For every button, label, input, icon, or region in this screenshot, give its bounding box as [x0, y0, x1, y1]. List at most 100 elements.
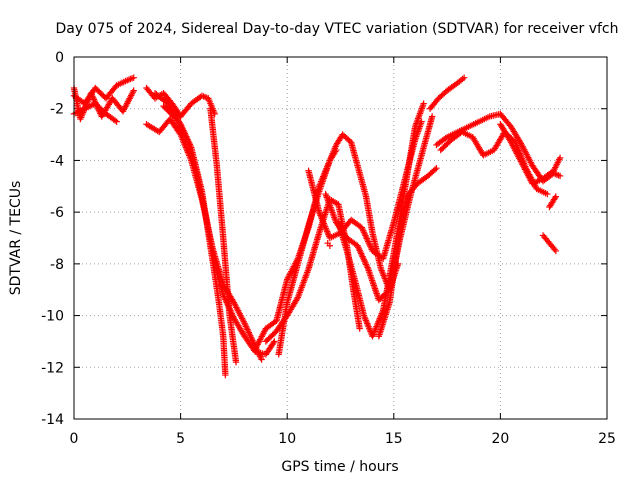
y-tick-label: -12: [41, 360, 64, 376]
data-point-sample: [356, 323, 363, 331]
series-arc-7: [160, 102, 278, 358]
data-point-sample: [495, 111, 502, 118]
data-point-sample: [294, 262, 301, 269]
data-point-sample: [411, 125, 419, 132]
x-axis-label: GPS time / hours: [281, 459, 398, 475]
y-tick-labels: 0 -2 -4 -6 -8 -10 -12 -14: [41, 50, 64, 428]
series-arc-11: [275, 131, 402, 358]
data-point-sample: [129, 89, 137, 96]
data-point-sample: [442, 135, 449, 142]
data-point-sample: [222, 370, 229, 377]
data-point-sample: [353, 160, 361, 168]
y-tick-label: -8: [50, 257, 64, 273]
x-tick-label: 25: [598, 431, 616, 447]
y-tick-label: -2: [50, 102, 64, 118]
y-tick-label: -14: [41, 412, 64, 428]
data-point-sample: [551, 194, 559, 202]
plot-frame: [73, 56, 608, 420]
series-arc-16: [426, 74, 468, 112]
data-point-sample: [111, 117, 119, 124]
x-tick-label: 0: [70, 431, 79, 447]
data-point-sample: [161, 98, 169, 105]
data-point-sample: [292, 297, 300, 304]
data-point-sample: [542, 189, 549, 197]
data-point-sample: [463, 124, 470, 131]
x-tick-label: 10: [278, 431, 296, 447]
data-points: [70, 74, 564, 379]
data-point-sample: [315, 189, 322, 197]
data-point-sample: [345, 219, 352, 226]
data-point-sample: [269, 341, 276, 348]
data-point-sample: [451, 81, 458, 89]
data-point-sample: [304, 267, 312, 274]
data-point-sample: [110, 116, 117, 123]
data-point-sample: [459, 75, 466, 83]
data-point-sample: [270, 330, 278, 337]
data-point-sample: [315, 231, 322, 238]
series-arc-21: [324, 239, 334, 249]
data-point-sample: [411, 183, 419, 190]
x-tick-label: 5: [176, 431, 185, 447]
data-point-sample: [419, 102, 427, 109]
data-point-sample: [122, 77, 129, 85]
data-point-sample: [128, 75, 136, 82]
data-point-sample: [362, 191, 369, 199]
series-arc-3: [70, 84, 137, 123]
data-point-sample: [430, 167, 437, 174]
data-point-sample: [351, 277, 359, 284]
x-tick-label: 15: [385, 431, 403, 447]
data-point-sample: [170, 113, 177, 120]
chart-title: Day 075 of 2024, Sidereal Day-to-day VTE…: [55, 21, 618, 37]
data-point-sample: [440, 136, 448, 143]
y-tick-label: 0: [55, 50, 64, 66]
series-arc-6: [151, 90, 229, 379]
data-point-sample: [270, 339, 277, 347]
y-axis-label: SDTVAR / TECUs: [8, 181, 24, 296]
data-point-sample: [364, 264, 371, 271]
data-point-sample: [360, 310, 367, 318]
data-point-sample: [478, 149, 485, 156]
series-arc-9: [252, 146, 340, 353]
data-point-sample: [506, 136, 513, 143]
data-point-sample: [326, 158, 333, 166]
series-arc-22: [546, 193, 560, 211]
data-point-sample: [270, 319, 277, 327]
data-point-sample: [283, 301, 291, 308]
data-point-sample: [195, 94, 203, 102]
series-arc-19: [497, 121, 564, 187]
x-tick-labels: 0 5 10 15 20 25: [70, 431, 616, 447]
data-point-sample: [193, 171, 201, 178]
data-point-sample: [445, 139, 452, 146]
data-point-sample: [283, 277, 290, 285]
data-point-sample: [240, 318, 247, 325]
data-point-sample: [315, 207, 322, 214]
data-point-sample: [484, 114, 492, 121]
data-point-sample: [345, 136, 352, 143]
data-point-sample: [551, 246, 558, 253]
series-arc-15: [375, 164, 440, 340]
data-point-sample: [343, 246, 350, 253]
data-point-sample: [202, 212, 210, 219]
data-point-sample: [417, 153, 425, 161]
data-point-sample: [355, 222, 362, 229]
data-point-sample: [431, 166, 439, 173]
data-point: [326, 242, 334, 249]
data-point-sample: [239, 330, 246, 337]
data-point-sample: [547, 169, 554, 177]
data-point-sample: [555, 172, 562, 179]
y-tick-label: -6: [50, 205, 64, 221]
data-point-sample: [390, 220, 397, 228]
data-point-sample: [403, 195, 410, 202]
data-point-sample: [111, 85, 118, 92]
x-tick-label: 20: [491, 431, 509, 447]
data-point-sample: [293, 295, 301, 303]
series-arc-8: [207, 105, 240, 366]
data-point-sample: [351, 240, 358, 247]
data-point-sample: [304, 223, 312, 230]
series-arc-20: [539, 232, 560, 255]
data-point-sample: [432, 98, 440, 105]
data-point-sample: [232, 357, 239, 364]
data-point-sample: [455, 131, 463, 138]
data-point-sample: [428, 114, 435, 122]
